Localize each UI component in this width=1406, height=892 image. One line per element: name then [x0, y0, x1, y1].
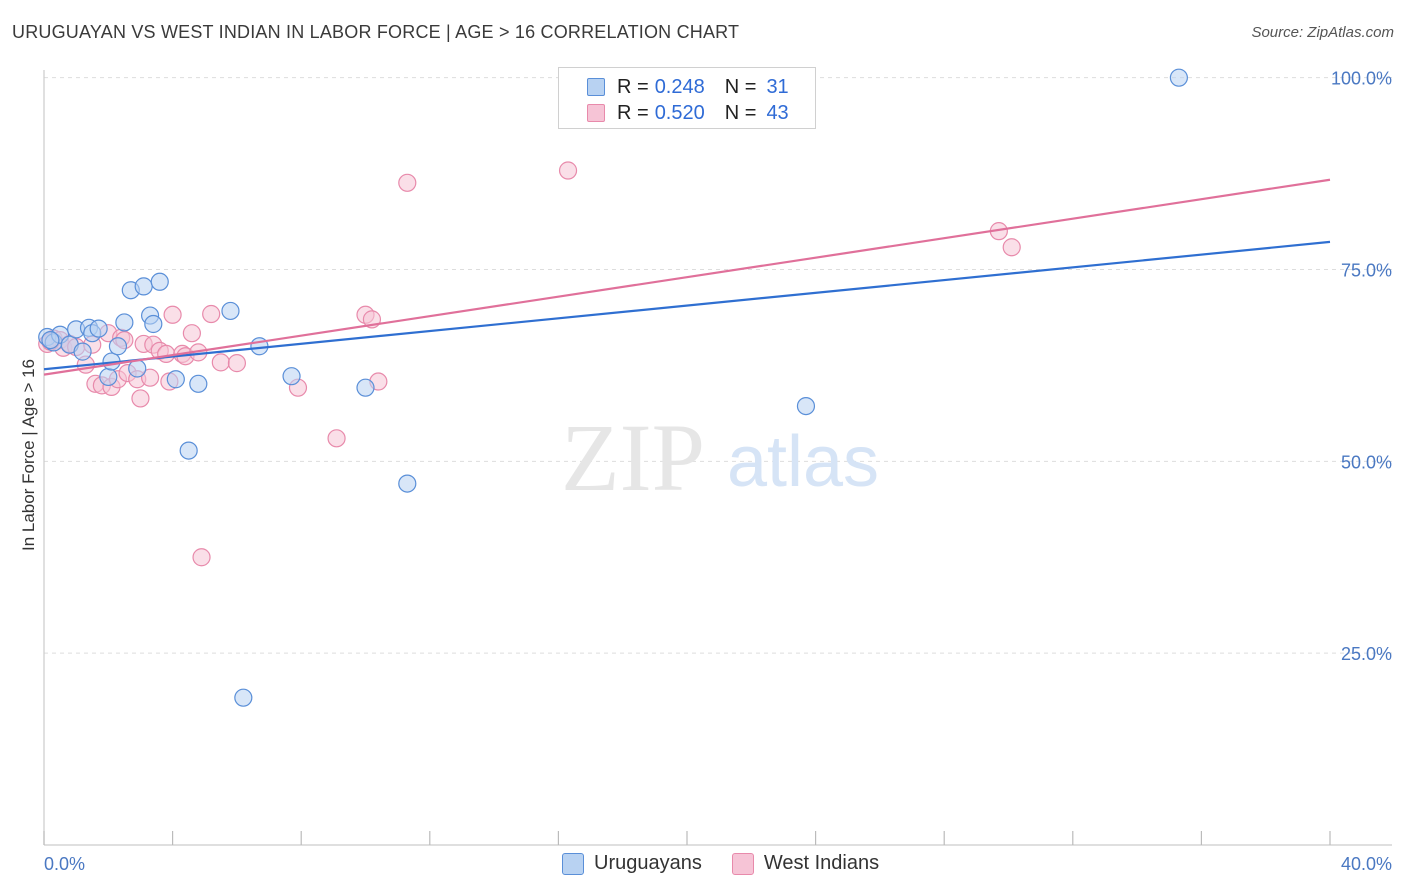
uruguayans-point — [41, 330, 60, 350]
legend-r-value-west-indians: 0.520 — [654, 101, 705, 124]
uruguayans-point — [282, 367, 301, 386]
west-indians-trend-line — [43, 178, 1331, 376]
x-tick-label: 40.0% — [1341, 854, 1392, 874]
legend-swatch-uruguayans — [587, 78, 605, 96]
correlation-legend: R = 0.248 N = 31 R = 0.520 N = 43 — [558, 67, 816, 129]
series-label-west-indians: West Indians — [763, 852, 880, 874]
legend-n-value-west-indians: 43 — [766, 101, 789, 124]
west-indians-point — [140, 368, 160, 387]
uruguayans-point — [99, 367, 118, 387]
uruguayans-point — [128, 359, 147, 378]
legend-n-key: N = — [724, 75, 757, 98]
uruguayans-point — [144, 314, 163, 334]
uruguayans-point — [179, 441, 198, 460]
legend-row-west-indians: R = 0.520 N = 43 — [587, 101, 789, 125]
axes — [43, 70, 1392, 846]
west-indians-point — [202, 304, 221, 324]
x-tick-label: 0.0% — [44, 854, 85, 874]
watermark-atlas: atlas — [727, 422, 879, 502]
uruguayans-point — [115, 313, 134, 332]
west-indians-point — [327, 429, 346, 448]
uruguayans-point — [221, 301, 240, 321]
y-tick-label: 100.0% — [1331, 69, 1392, 89]
uruguayans-point — [234, 688, 253, 707]
uruguayans-point — [73, 342, 92, 361]
uruguayans-point — [398, 474, 417, 493]
uruguayans-point — [356, 378, 375, 397]
grid — [44, 77, 1392, 654]
west-indians-point — [163, 305, 182, 324]
series-swatch-west-indians — [731, 852, 754, 875]
west-indians-point — [227, 354, 246, 373]
uruguayans-point — [1169, 68, 1188, 87]
west-indians-point — [131, 389, 150, 408]
legend-r-key: R = — [617, 75, 649, 98]
watermark-zip: ZIP — [561, 404, 705, 511]
uruguayans-point — [150, 272, 169, 291]
y-tick-label: 25.0% — [1341, 644, 1392, 664]
uruguayans-point — [796, 396, 816, 416]
legend-n-value-uruguayans: 31 — [766, 75, 789, 98]
series-swatch-uruguayans — [562, 852, 584, 875]
source-credit: Source: ZipAtlas.com — [1251, 24, 1394, 41]
west-indians-point — [398, 173, 417, 192]
west-indians-point — [1002, 238, 1021, 257]
legend-r-key: R = — [617, 101, 649, 124]
chart-title: URUGUAYAN VS WEST INDIAN IN LABOR FORCE … — [12, 22, 740, 42]
legend-n-key: N = — [724, 101, 757, 124]
legend-row-uruguayans: R = 0.248 N = 31 — [587, 75, 789, 99]
west-indians-points — [38, 161, 1021, 567]
west-indians-point — [192, 548, 211, 567]
uruguayans-point — [189, 374, 208, 393]
west-indians-point — [558, 161, 578, 180]
series-legend: Uruguayans West Indians — [562, 852, 909, 875]
uruguayans-point — [134, 277, 153, 296]
uruguayans-point — [166, 370, 185, 389]
uruguayans-trend-line — [43, 240, 1331, 371]
legend-r-value-uruguayans: 0.248 — [654, 75, 705, 98]
series-legend-uruguayans: Uruguayans — [562, 852, 702, 875]
legend-swatch-west-indians — [587, 104, 605, 122]
west-indians-point — [211, 353, 230, 372]
trend-lines — [43, 178, 1331, 376]
uruguayans-points — [38, 68, 1188, 707]
west-indians-point — [157, 344, 176, 364]
y-tick-label: 75.0% — [1341, 261, 1392, 281]
uruguayans-point — [89, 319, 108, 338]
series-legend-west-indians: West Indians — [731, 852, 880, 875]
uruguayans-point — [108, 337, 128, 356]
y-axis-label: In Labor Force | Age > 16 — [19, 359, 38, 551]
series-label-uruguayans: Uruguayans — [594, 852, 702, 874]
y-tick-label: 50.0% — [1341, 452, 1392, 472]
west-indians-point — [182, 324, 201, 343]
tick-labels: 25.0% 50.0% 75.0% 100.0% 0.0% 40.0% — [44, 69, 1392, 874]
